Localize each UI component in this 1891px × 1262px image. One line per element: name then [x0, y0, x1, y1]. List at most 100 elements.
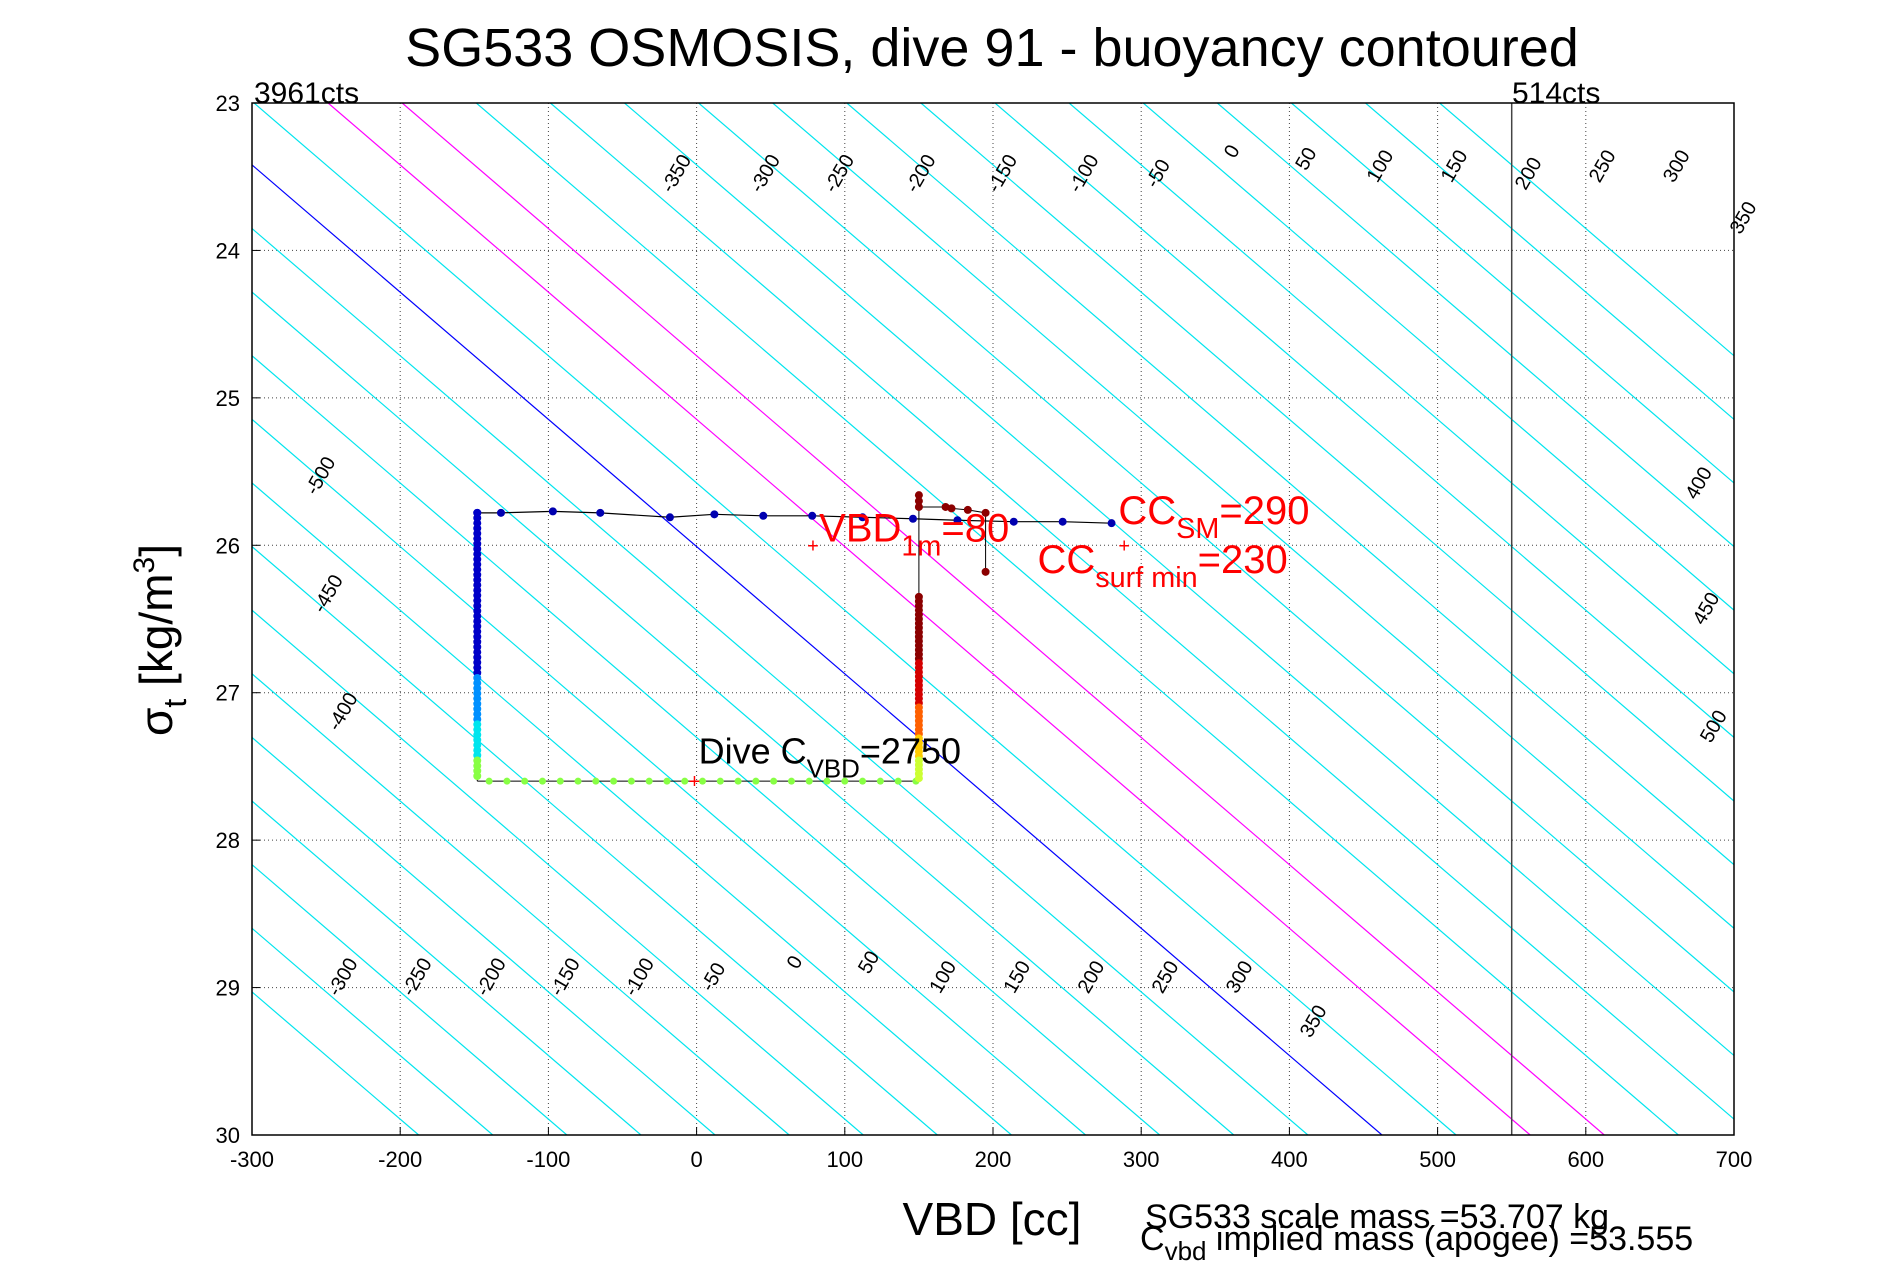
dive-point: [1058, 517, 1067, 526]
y-axis-label-end: ]: [130, 544, 182, 557]
contour-label: 50: [1291, 144, 1321, 174]
contour-line: [846, 103, 1734, 866]
bottom-point: [592, 777, 600, 785]
contour-label: 200: [1511, 154, 1547, 194]
descent-point: [473, 772, 482, 781]
contour-label: -350: [657, 151, 696, 197]
y-axis-label: σt [kg/m3]: [128, 544, 193, 736]
dive-point: [1107, 519, 1116, 528]
contour-line: [252, 418, 1086, 1135]
bottom-point: [894, 777, 902, 785]
bottom-point: [521, 777, 529, 785]
y-tick-label: 30: [216, 1123, 240, 1148]
data-series: [473, 491, 1116, 785]
contour-line: [252, 354, 1161, 1135]
bottom-point: [770, 777, 778, 785]
contour-line: [1439, 103, 1734, 357]
contour-line: [401, 103, 1605, 1135]
footer-cvbd-mass: Cvbd implied mass (apogee) =53.555: [1140, 1220, 1693, 1262]
contour-label: -300: [324, 954, 363, 1000]
contour-line: [252, 609, 864, 1135]
contour-line: [253, 103, 1457, 1135]
contour-line: [772, 103, 1734, 930]
contour-line: [252, 164, 1383, 1135]
contour-label: -100: [1065, 151, 1104, 197]
contour-line: [994, 103, 1734, 739]
contour-label: -50: [697, 959, 731, 995]
contour-label: 250: [1148, 957, 1184, 997]
contour-label: -200: [902, 151, 941, 197]
contour-line: [252, 482, 1012, 1135]
contour-line: [624, 103, 1734, 1057]
contour-line: [1365, 103, 1734, 421]
dive-cvbd-marker: +: [689, 771, 701, 793]
dive-point: [908, 514, 917, 523]
y-axis-label-rest: [kg/m: [130, 573, 182, 698]
contour-line: [1216, 103, 1734, 548]
contour-label: 50: [854, 947, 884, 977]
dive-point: [858, 513, 867, 522]
bottom-point: [859, 777, 867, 785]
cc-surf-annotation: CCsurf min=230: [1037, 538, 1287, 594]
x-tick-label: -100: [526, 1147, 570, 1172]
contour-line: [252, 736, 716, 1135]
contour-lines: [252, 103, 1734, 1135]
contour-label: -50: [1141, 156, 1175, 192]
climb-point: [914, 491, 923, 500]
contour-label: 150: [1437, 146, 1473, 186]
vbd-annotation-value: =80: [941, 506, 1009, 550]
contour-line: [475, 103, 1679, 1135]
contour-label: -250: [820, 151, 859, 197]
vbd-annotation-main: VBD: [819, 506, 901, 550]
axes: -300 -200 -100 0 100 200 300 400 500 600 700232425…: [216, 91, 1753, 1172]
y-tick-label: 24: [216, 238, 240, 263]
bottom-point: [681, 777, 689, 785]
corner-left-label: 3961cts: [254, 77, 359, 110]
dive-cvbd-annotation-main: Dive C: [699, 730, 807, 771]
climb-point: [981, 567, 990, 576]
x-tick-label: 200: [975, 1147, 1012, 1172]
climb-point: [963, 505, 972, 514]
y-tick-label: 23: [216, 91, 240, 116]
contour-label: 250: [1585, 146, 1621, 186]
x-tick-label: 600: [1567, 1147, 1604, 1172]
dive-point: [665, 513, 674, 522]
cc-surf-annotation-main: CC: [1037, 538, 1095, 582]
footer-cvbd-sub: vbd: [1165, 1236, 1207, 1262]
bottom-point: [699, 777, 707, 785]
x-tick-label: 400: [1271, 1147, 1308, 1172]
y-tick-label: 29: [216, 976, 240, 1001]
bottom-point: [610, 777, 618, 785]
y-tick-label: 25: [216, 386, 240, 411]
contour-label: -400: [324, 689, 363, 735]
contour-label: -200: [472, 954, 511, 1000]
dive-point: [548, 507, 557, 516]
contour-label: 300: [1222, 957, 1258, 997]
footer-cvbd-text: implied mass (apogee) =53.555: [1206, 1220, 1693, 1258]
contour-line: [920, 103, 1734, 802]
cc-surf-annotation-value: =230: [1198, 538, 1288, 582]
climb-point: [981, 508, 990, 517]
contour-label: 150: [1000, 957, 1036, 997]
y-axis-label-sup: 3: [128, 557, 161, 574]
y-tick-label: 28: [216, 828, 240, 853]
dive-point: [759, 511, 768, 520]
contour-label: 300: [1659, 146, 1695, 186]
x-tick-label: -300: [230, 1147, 274, 1172]
x-axis-label: VBD [cc]: [903, 1193, 1082, 1245]
contour-line: [252, 545, 938, 1135]
contour-line: [252, 800, 642, 1135]
contour-label: 450: [1689, 589, 1725, 629]
y-tick-label: 27: [216, 681, 240, 706]
bottom-point: [574, 777, 582, 785]
contour-line: [698, 103, 1734, 993]
contour-label: -150: [983, 151, 1022, 197]
contour-line: [252, 227, 1309, 1135]
x-tick-label: 300: [1123, 1147, 1160, 1172]
x-tick-label: 0: [690, 1147, 702, 1172]
bottom-point: [716, 777, 724, 785]
contour-line: [1142, 103, 1734, 612]
cc-sm-annotation-value: =290: [1219, 489, 1309, 533]
contour-label: 0: [1220, 141, 1245, 162]
